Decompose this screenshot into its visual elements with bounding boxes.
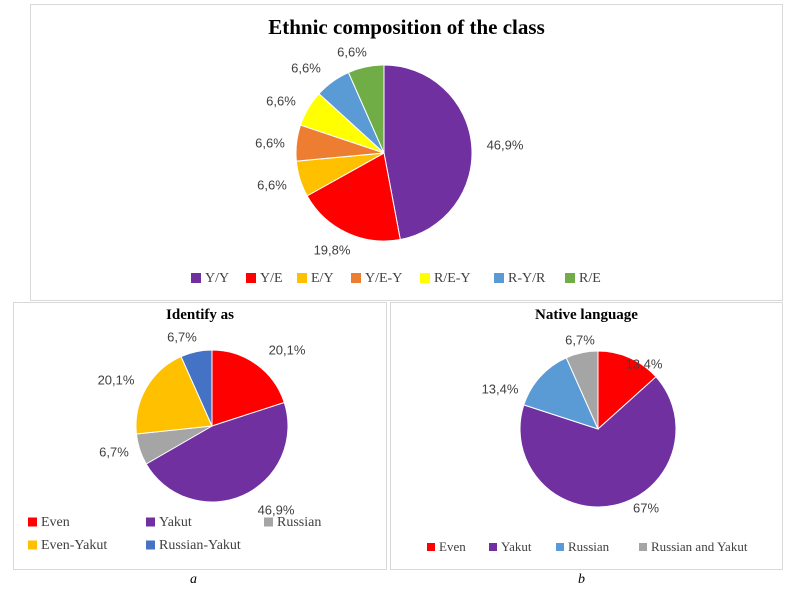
legend-swatch-russian-and-yakut bbox=[639, 543, 647, 551]
legend-swatch-even bbox=[28, 517, 37, 527]
legend-label-yakut: Yakut bbox=[501, 539, 532, 554]
pie-chart-1: 20,1%46,9%6,7%20,1%6,7%Even Yakut RussianE… bbox=[28, 329, 321, 553]
pie-slice-y-y bbox=[383, 64, 473, 241]
pie-slice-yakut bbox=[145, 401, 289, 503]
legend-label-even: Even bbox=[439, 539, 466, 554]
data-label-y-e: 19,8% bbox=[314, 242, 351, 257]
data-label-r-e: 6,6% bbox=[337, 44, 367, 59]
legend-swatch-russian-yakut bbox=[146, 540, 155, 550]
data-label-even: 13,4% bbox=[626, 356, 663, 371]
legend-swatch-y-y bbox=[191, 273, 201, 283]
caption-a: a bbox=[190, 572, 197, 587]
legend-label-r-e: R/E bbox=[579, 271, 601, 286]
legend-swatch-y-e bbox=[246, 273, 256, 283]
legend-swatch-e-y bbox=[297, 273, 307, 283]
chart-title: Ethnic composition of the class bbox=[268, 15, 545, 39]
legend-label-y-e-y: Y/E-Y bbox=[365, 271, 402, 286]
pie-slice-russian bbox=[523, 357, 599, 430]
data-label-even-yakut: 20,1% bbox=[98, 372, 135, 387]
legend-label-even: Even bbox=[41, 515, 70, 530]
data-label-russian: 13,4% bbox=[482, 381, 519, 396]
data-label-russian-yakut: 6,7% bbox=[167, 329, 197, 344]
legend-label-y-e: Y/E bbox=[260, 271, 283, 286]
pie-slice-r-e bbox=[347, 64, 385, 154]
legend-swatch-even bbox=[427, 543, 435, 551]
pie-chart-0: 46,9%19,8%6,6%6,6%6,6%6,6%6,6%Y/Y Y/E E/Y Y… bbox=[191, 44, 601, 286]
data-label-even: 20,1% bbox=[269, 342, 306, 357]
legend-label-r-e-y: R/E-Y bbox=[434, 271, 471, 286]
pie-slice-even bbox=[597, 350, 657, 431]
pie-slice-yakut bbox=[519, 376, 677, 508]
data-label-r-e-y: 6,6% bbox=[266, 93, 296, 108]
legend-label-russian-yakut: Russian-Yakut bbox=[159, 538, 241, 553]
pie-slice-even-yakut bbox=[135, 355, 213, 435]
legend-swatch-r-e-y bbox=[420, 273, 430, 283]
legend-label-russian: Russian bbox=[568, 539, 610, 554]
pie-slice-russian-and-yakut bbox=[565, 350, 599, 430]
legend-swatch-russian bbox=[264, 517, 273, 527]
legend-label-e-y: E/Y bbox=[311, 271, 334, 286]
pie-slice-even bbox=[211, 349, 285, 427]
data-label-r-y-r: 6,6% bbox=[291, 60, 321, 75]
legend-label-r-y-r: R-Y/R bbox=[508, 271, 546, 286]
legend-label-russian-and-yakut: Russian and Yakut bbox=[651, 539, 748, 554]
legend: Even Yakut Russian Russian and Yakut bbox=[427, 539, 748, 554]
data-label-yakut: 67% bbox=[633, 500, 659, 515]
legend-swatch-r-e bbox=[565, 273, 575, 283]
pie-slice-russian-yakut bbox=[180, 349, 213, 427]
data-label-russian-and-yakut: 6,7% bbox=[565, 332, 595, 347]
legend: Even Yakut Russian Even-Yakut Russian-Yakut bbox=[28, 515, 321, 553]
pie-chart-2: 13,4% 67% 13,4% 6,7% Even Yakut Russian Russian… bbox=[427, 332, 748, 554]
legend-swatch-y-e-y bbox=[351, 273, 361, 283]
data-label-y-e-y: 6,6% bbox=[255, 135, 285, 150]
chart-title: Identify as bbox=[166, 307, 234, 323]
legend-label-yakut: Yakut bbox=[159, 515, 192, 530]
legend-swatch-russian bbox=[556, 543, 564, 551]
data-label-e-y: 6,6% bbox=[257, 177, 287, 192]
legend-swatch-yakut bbox=[146, 517, 155, 527]
legend-label-russian: Russian bbox=[277, 515, 321, 530]
legend-swatch-r-y-r bbox=[494, 273, 504, 283]
legend-label-y-y: Y/Y bbox=[205, 271, 229, 286]
legend-label-even-yakut: Even-Yakut bbox=[41, 538, 107, 553]
data-label-russian: 6,7% bbox=[99, 444, 129, 459]
data-label-yakut: 46,9% bbox=[258, 502, 295, 517]
data-label-y-y: 46,9% bbox=[487, 137, 524, 152]
caption-b: b bbox=[578, 572, 585, 587]
chart-title: Native language bbox=[535, 307, 638, 323]
legend-swatch-even-yakut bbox=[28, 540, 37, 550]
legend-swatch-yakut bbox=[489, 543, 497, 551]
legend: Y/Y Y/E E/Y Y/E-Y R/E-Y R-Y/R R/E bbox=[191, 271, 601, 286]
pie-slice-y-e bbox=[306, 152, 401, 242]
